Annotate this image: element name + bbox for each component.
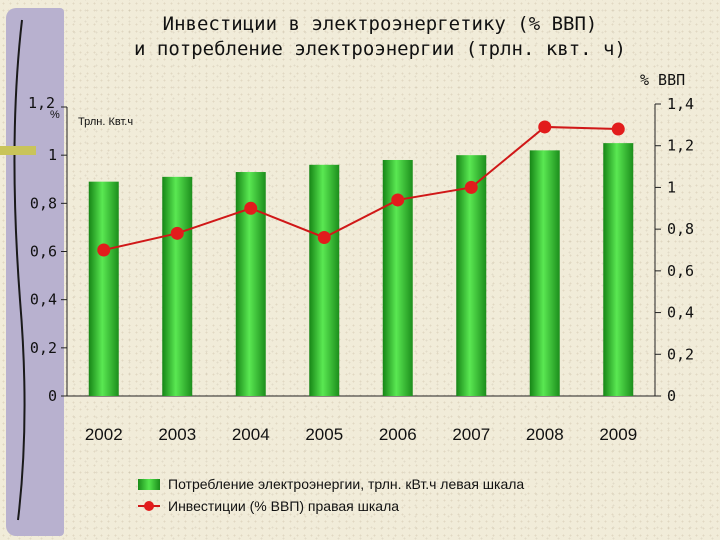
chart-title: Инвестиции в электроэнергетику (% ВВП) и… bbox=[134, 13, 626, 60]
right-tick-label: 1,2 bbox=[667, 137, 694, 155]
left-tick-label: 0,6 bbox=[30, 243, 57, 261]
investment-line bbox=[103, 125, 619, 251]
investment-point-2005 bbox=[317, 230, 331, 244]
bar-2002 bbox=[88, 181, 119, 396]
legend-bars-label: Потребление электроэнергии, трлн. кВт.ч … bbox=[168, 476, 525, 492]
x-tick-label: 2009 bbox=[599, 425, 637, 444]
x-tick-label: 2006 bbox=[379, 425, 417, 444]
right-tick-label: 0,4 bbox=[667, 304, 694, 322]
investment-point-2002 bbox=[97, 243, 111, 257]
bar-2005 bbox=[309, 164, 340, 396]
decorative-stripe bbox=[0, 146, 36, 155]
bar-2003 bbox=[162, 176, 193, 396]
decorative-curl bbox=[13, 19, 26, 521]
right-axis: 0 0,2 0,4 0,6 0,8 1 1,2 1,4 bbox=[654, 95, 694, 405]
right-tick-label: 0,8 bbox=[667, 220, 694, 238]
right-tick-label: 0,6 bbox=[667, 262, 694, 280]
legend: Потребление электроэнергии, трлн. кВт.ч … bbox=[138, 473, 524, 517]
x-tick-label: 2002 bbox=[85, 425, 123, 444]
investment-point-2003 bbox=[170, 226, 184, 240]
investment-point-2007 bbox=[464, 180, 478, 194]
left-axis-series-unit: Трлн. Квт.ч bbox=[78, 116, 133, 128]
bars-series bbox=[88, 143, 634, 396]
legend-item-line: Инвестиции (% ВВП) правая шкала bbox=[138, 495, 524, 517]
right-axis-unit: % ВВП bbox=[640, 71, 685, 89]
left-axis: 0 0,2 0,4 0,6 0,8 1 bbox=[30, 106, 655, 405]
bar-2007 bbox=[456, 155, 487, 396]
line-series bbox=[97, 120, 625, 257]
legend-item-bars: Потребление электроэнергии, трлн. кВт.ч … bbox=[138, 473, 524, 495]
right-tick-label: 0 bbox=[667, 387, 676, 405]
left-tick-label: 1 bbox=[48, 146, 57, 164]
right-tick-label: 0,2 bbox=[667, 345, 694, 363]
legend-line-label: Инвестиции (% ВВП) правая шкала bbox=[168, 498, 400, 514]
investment-point-2009 bbox=[611, 122, 625, 136]
x-tick-label: 2007 bbox=[452, 425, 490, 444]
left-axis-top-label: 1,2 bbox=[28, 94, 55, 112]
left-axis-unit-mark: % bbox=[50, 109, 60, 121]
investment-point-2004 bbox=[244, 201, 258, 215]
left-tick-label: 0 bbox=[48, 387, 57, 405]
x-axis-labels: 2002 2003 2004 2005 2006 2007 2008 2009 bbox=[85, 425, 637, 444]
left-tick-label: 0,2 bbox=[30, 339, 57, 357]
right-tick-label: 1 bbox=[667, 178, 676, 196]
x-tick-label: 2004 bbox=[232, 425, 270, 444]
legend-line-swatch bbox=[138, 500, 160, 512]
right-tick-label: 1,4 bbox=[667, 95, 694, 113]
legend-bar-swatch bbox=[138, 478, 160, 490]
left-tick-label: 0,4 bbox=[30, 291, 57, 309]
left-tick-label: 0,8 bbox=[30, 194, 57, 212]
investment-point-2006 bbox=[391, 193, 405, 207]
bar-2009 bbox=[603, 143, 634, 396]
x-tick-label: 2008 bbox=[526, 425, 564, 444]
investment-point-2008 bbox=[538, 120, 552, 134]
x-tick-label: 2005 bbox=[305, 425, 343, 444]
bar-2008 bbox=[529, 150, 560, 396]
x-tick-label: 2003 bbox=[158, 425, 196, 444]
